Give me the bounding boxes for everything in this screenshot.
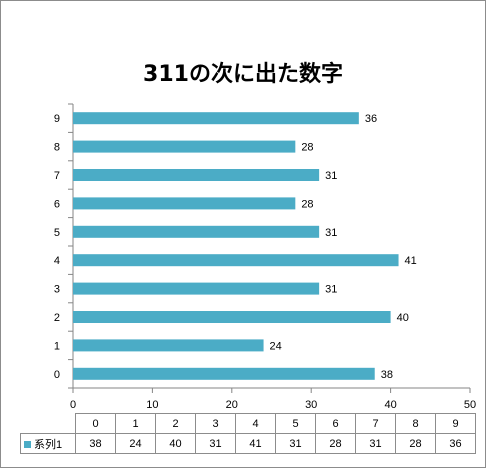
data-label: 31	[325, 227, 337, 239]
data-table-corner	[20, 413, 76, 434]
data-table-series-row: 系列1 38 24 40 31 41 31 28 31 28 36	[20, 433, 476, 454]
data-table-header-cell: 9	[435, 413, 476, 434]
bar	[73, 254, 399, 267]
data-table-value-cell: 28	[395, 433, 436, 454]
data-table-value-cell: 38	[75, 433, 116, 454]
legend-series-name: 系列1	[34, 438, 63, 451]
axes: 0 10 20 30 40 50 0 1 2 3 4 5 6 7 8 9	[54, 103, 476, 411]
bars	[73, 112, 399, 380]
y-tick-label: 4	[54, 255, 60, 267]
data-label: 36	[365, 113, 377, 125]
y-tick-label: 8	[54, 142, 60, 154]
chart-title: 311の次に出た数字	[143, 62, 343, 87]
data-table-value-cell: 40	[155, 433, 196, 454]
data-label: 28	[301, 198, 313, 210]
data-labels: 38 24 40 31 41 31 28 31 28 36	[270, 113, 417, 381]
data-table-value-cell: 31	[355, 433, 396, 454]
data-label: 31	[325, 170, 337, 182]
bar	[73, 112, 359, 125]
legend-key	[24, 440, 31, 448]
y-tick-label: 0	[54, 369, 60, 381]
x-tick-label: 50	[464, 399, 476, 411]
x-tick-label: 10	[146, 399, 158, 411]
data-table-value-cell: 28	[315, 433, 356, 454]
x-tick-label: 0	[70, 399, 76, 411]
y-tick-label: 9	[54, 113, 60, 125]
bar	[73, 225, 320, 238]
bar	[73, 311, 391, 323]
data-table-header-cell: 6	[315, 413, 356, 434]
data-label: 41	[405, 255, 417, 267]
x-tick-label: 30	[305, 399, 317, 411]
y-tick-label: 3	[54, 284, 60, 296]
y-tick-label: 6	[54, 198, 60, 210]
data-table-header-cell: 4	[235, 413, 276, 434]
x-tick-label: 20	[226, 399, 238, 411]
data-table-header-cell: 1	[115, 413, 156, 434]
y-tick-label: 5	[54, 227, 60, 239]
data-table-value-cell: 31	[275, 433, 316, 454]
data-table-header-cell: 5	[275, 413, 316, 434]
bar	[73, 197, 296, 210]
bar	[73, 140, 296, 153]
data-label: 38	[381, 369, 393, 381]
data-table-value-cell: 36	[435, 433, 476, 454]
data-table-header-cell: 0	[75, 413, 116, 434]
data-label: 28	[301, 142, 313, 154]
y-tick-label: 2	[54, 312, 60, 324]
data-table-value-cell: 41	[235, 433, 276, 454]
x-tick-label: 40	[384, 399, 396, 411]
bar	[73, 367, 375, 380]
bar	[73, 282, 320, 295]
data-table-header-cell: 3	[195, 413, 236, 434]
bar	[73, 339, 264, 352]
data-label: 40	[397, 312, 409, 324]
data-table-value-cell: 31	[195, 433, 236, 454]
data-label: 31	[325, 284, 337, 296]
y-tick-label: 1	[54, 340, 60, 352]
data-table-header-cell: 2	[155, 413, 196, 434]
data-table-header-cell: 7	[355, 413, 396, 434]
bar	[73, 169, 320, 181]
data-label: 24	[270, 340, 282, 352]
data-table-series-name: 系列1	[20, 433, 76, 454]
data-table-header-cell: 8	[395, 413, 436, 434]
y-tick-label: 7	[54, 170, 60, 182]
data-table-value-cell: 24	[115, 433, 156, 454]
